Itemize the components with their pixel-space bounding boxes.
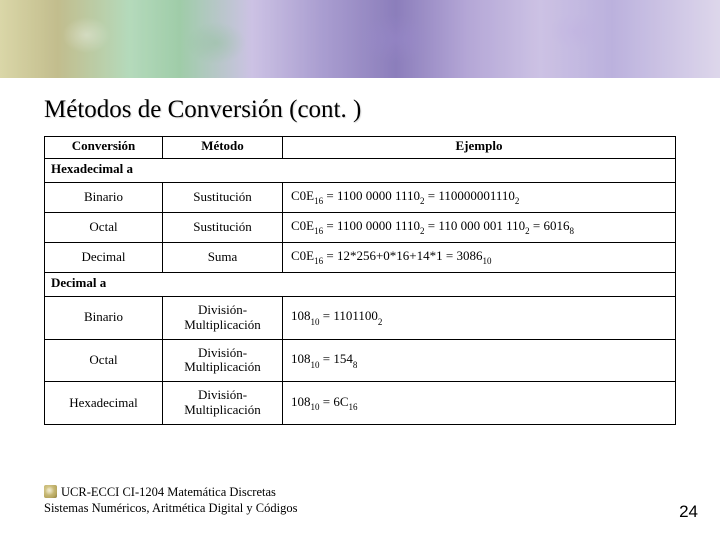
table-section-row: Decimal a: [45, 272, 676, 296]
cell-method: División-Multiplicación: [163, 296, 283, 339]
footer-line-1: UCR-ECCI CI-1204 Matemática Discretas: [61, 485, 276, 499]
cell-conversion: Binario: [45, 296, 163, 339]
table-row: HexadecimalDivisión-Multiplicación10810 …: [45, 382, 676, 425]
footer-line-2: Sistemas Numéricos, Aritmética Digital y…: [44, 501, 297, 515]
table-header-row: Conversión Método Ejemplo: [45, 137, 676, 159]
header-conversion: Conversión: [45, 137, 163, 159]
cell-method: Sustitución: [163, 212, 283, 242]
cell-example: 10810 = 1548: [283, 339, 676, 382]
table-row: DecimalSumaC0E16 = 12*256+0*16+14*1 = 30…: [45, 242, 676, 272]
section-label: Decimal a: [45, 272, 676, 296]
table-row: BinarioDivisión-Multiplicación10810 = 11…: [45, 296, 676, 339]
slide-content: Métodos de Conversión (cont. ) Conversió…: [0, 78, 720, 425]
cell-method: División-Multiplicación: [163, 339, 283, 382]
slide-title: Métodos de Conversión (cont. ): [44, 96, 676, 124]
section-label: Hexadecimal a: [45, 158, 676, 182]
table-section-row: Hexadecimal a: [45, 158, 676, 182]
cell-example: 10810 = 11011002: [283, 296, 676, 339]
table-row: BinarioSustituciónC0E16 = 1100 0000 1110…: [45, 182, 676, 212]
cell-conversion: Octal: [45, 212, 163, 242]
cell-method: División-Multiplicación: [163, 382, 283, 425]
cell-example: C0E16 = 1100 0000 11102 = 1100000011102: [283, 182, 676, 212]
header-method: Método: [163, 137, 283, 159]
cell-conversion: Decimal: [45, 242, 163, 272]
table-row: OctalDivisión-Multiplicación10810 = 1548: [45, 339, 676, 382]
decorative-banner: [0, 0, 720, 78]
cell-conversion: Binario: [45, 182, 163, 212]
header-example: Ejemplo: [283, 137, 676, 159]
cell-example: 10810 = 6C16: [283, 382, 676, 425]
table-row: OctalSustituciónC0E16 = 1100 0000 11102 …: [45, 212, 676, 242]
cell-example: C0E16 = 12*256+0*16+14*1 = 308610: [283, 242, 676, 272]
cell-method: Suma: [163, 242, 283, 272]
cell-conversion: Octal: [45, 339, 163, 382]
slide-footer: UCR-ECCI CI-1204 Matemática Discretas Si…: [44, 484, 297, 517]
cell-conversion: Hexadecimal: [45, 382, 163, 425]
cell-method: Sustitución: [163, 182, 283, 212]
page-number: 24: [679, 502, 698, 522]
bullet-icon: [44, 485, 57, 498]
cell-example: C0E16 = 1100 0000 11102 = 110 000 001 11…: [283, 212, 676, 242]
conversion-table: Conversión Método Ejemplo Hexadecimal aB…: [44, 136, 676, 425]
